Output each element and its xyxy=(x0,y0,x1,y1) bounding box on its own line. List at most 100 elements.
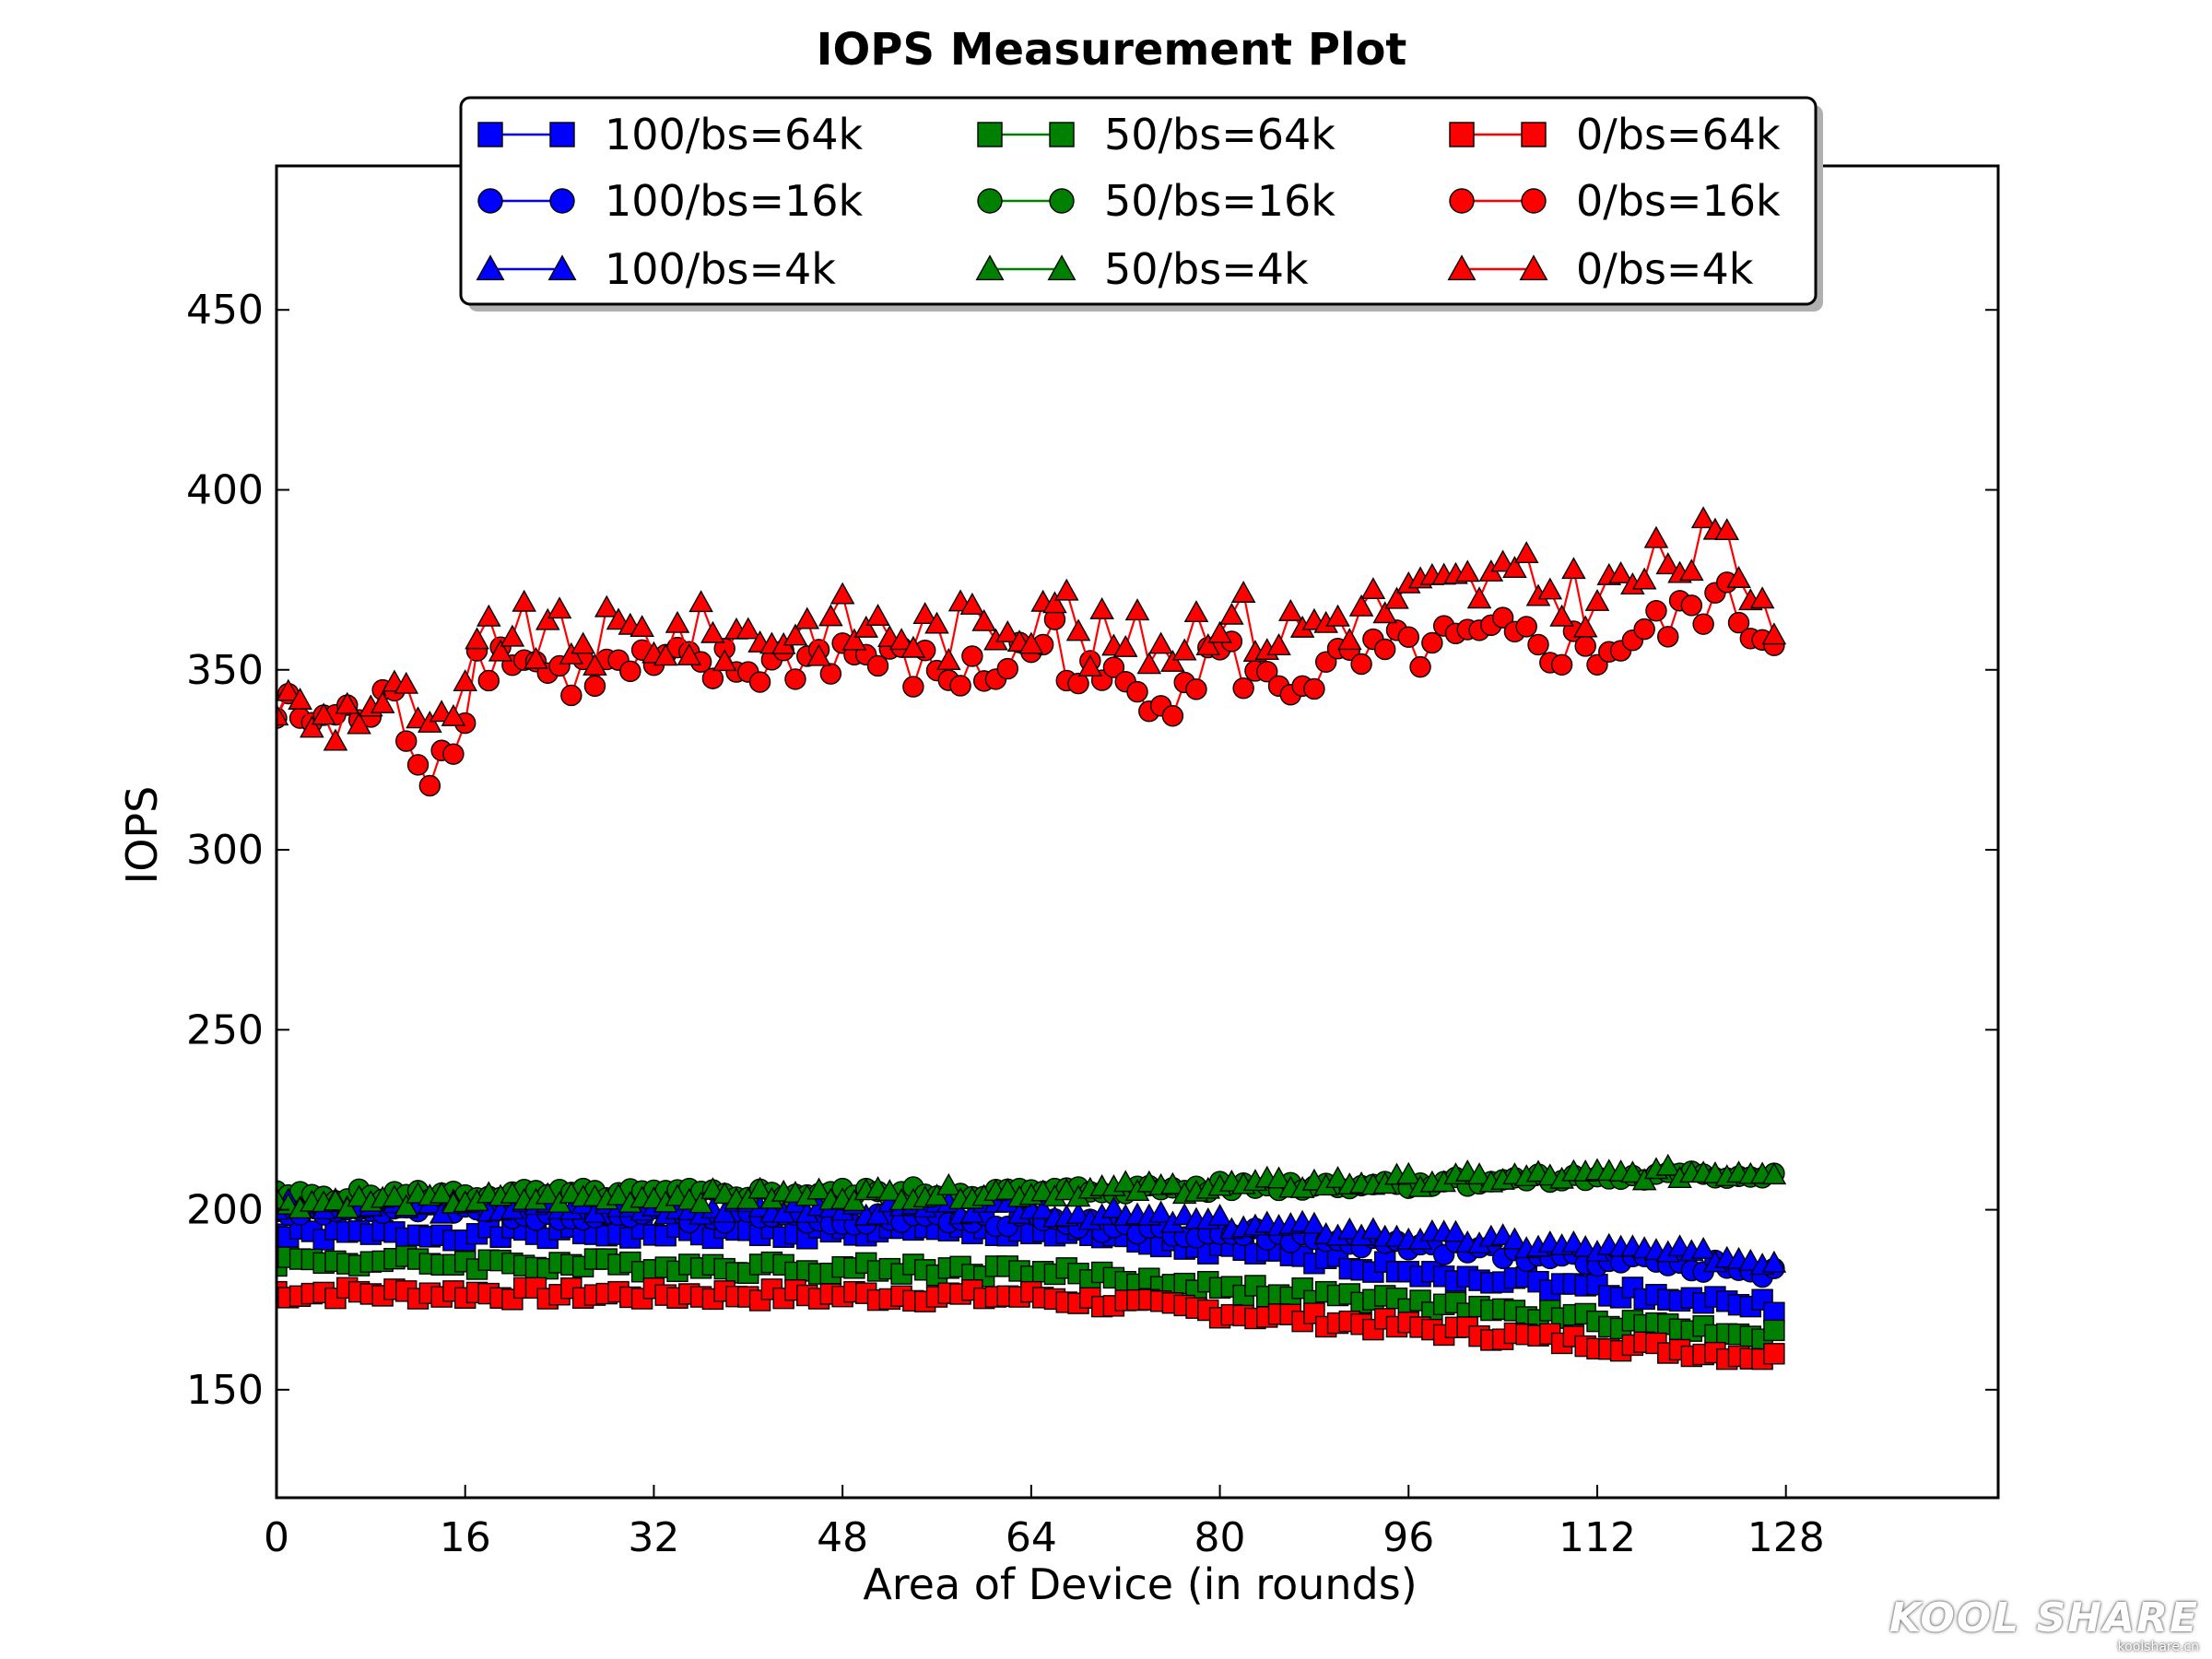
legend-entry: 100/bs=16k xyxy=(477,176,864,226)
data-point xyxy=(453,669,478,692)
data-point xyxy=(1266,633,1291,655)
data-point xyxy=(1645,600,1667,622)
data-point xyxy=(1136,652,1162,675)
data-point xyxy=(1631,1168,1657,1191)
data-point xyxy=(994,619,1020,642)
data-point xyxy=(1395,1161,1421,1184)
data-point xyxy=(1185,678,1207,700)
y-axis-label: IOPS xyxy=(117,786,167,885)
data-point xyxy=(665,610,690,633)
data-point xyxy=(1763,1343,1785,1365)
data-point xyxy=(1360,1217,1386,1240)
data-point xyxy=(1749,586,1775,609)
y-tick-label: 150 xyxy=(186,1367,264,1414)
legend-label: 50/bs=16k xyxy=(1104,176,1335,226)
data-point xyxy=(1337,628,1362,651)
data-point xyxy=(996,657,1018,680)
data-point xyxy=(594,594,619,618)
y-tick-label: 250 xyxy=(186,1006,264,1053)
legend-marker-start xyxy=(977,188,1003,214)
legend-entry: 100/bs=64k xyxy=(477,110,864,159)
data-point xyxy=(806,643,831,666)
data-point xyxy=(924,611,949,634)
data-point xyxy=(382,1184,407,1207)
data-point xyxy=(935,1172,961,1195)
legend-label: 0/bs=16k xyxy=(1576,176,1781,226)
data-point xyxy=(1348,594,1374,617)
data-point xyxy=(677,642,702,665)
data-point xyxy=(1502,556,1527,579)
legend-entry: 50/bs=64k xyxy=(977,110,1335,159)
data-point xyxy=(1454,559,1480,582)
data-point xyxy=(500,624,525,647)
data-point xyxy=(819,663,842,685)
data-point xyxy=(323,1188,348,1211)
data-point xyxy=(701,667,724,689)
data-point xyxy=(1690,1236,1716,1259)
data-point xyxy=(712,649,737,672)
data-point xyxy=(935,648,961,670)
data-point xyxy=(1148,631,1173,654)
data-point xyxy=(1655,1153,1681,1176)
data-point xyxy=(370,690,395,713)
axes: 0 16 32 48 64 80 96 112 128 150 200 250 300 350 400 450 xyxy=(186,164,2000,1561)
legend-marker-end xyxy=(1047,254,1077,281)
data-point xyxy=(1761,1250,1787,1273)
data-point xyxy=(441,703,466,726)
legend-marker-start xyxy=(1449,122,1475,147)
data-point xyxy=(488,639,513,662)
data-point xyxy=(1550,653,1573,676)
x-tick-label: 48 xyxy=(817,1514,868,1561)
data-point xyxy=(582,653,607,676)
data-point xyxy=(1102,656,1125,678)
data-point xyxy=(1620,1160,1645,1183)
data-point xyxy=(841,1189,867,1211)
data-point xyxy=(853,615,879,638)
data-point xyxy=(1301,1211,1327,1234)
data-point xyxy=(1161,705,1184,727)
data-point xyxy=(1527,633,1549,656)
legend-marker-end xyxy=(1521,188,1547,214)
data-point xyxy=(866,654,889,677)
legend-marker-end xyxy=(1519,254,1548,281)
data-point xyxy=(477,604,501,627)
data-point xyxy=(1655,552,1681,575)
data-point xyxy=(949,675,971,697)
data-point xyxy=(1053,1178,1079,1201)
data-point xyxy=(830,582,855,605)
data-point xyxy=(347,712,371,735)
data-point xyxy=(806,1177,831,1200)
data-point xyxy=(888,628,914,651)
data-point xyxy=(784,668,806,690)
legend-marker-end xyxy=(547,254,577,281)
legend-entry: 0/bs=4k xyxy=(1447,244,1754,294)
data-point xyxy=(583,675,606,698)
watermark-logo-text: KOOL SHARE xyxy=(1889,1594,2199,1641)
data-point xyxy=(629,615,654,638)
data-point xyxy=(865,1202,890,1225)
x-tick-label: 128 xyxy=(1747,1514,1825,1561)
legend-marker-end xyxy=(1049,122,1075,147)
legend-marker-end xyxy=(1521,122,1547,147)
data-point xyxy=(1384,586,1409,609)
data-point xyxy=(1266,1166,1291,1189)
data-point xyxy=(512,589,536,612)
data-point xyxy=(1183,600,1209,623)
data-point xyxy=(1160,650,1185,672)
y-tick-label: 450 xyxy=(186,287,264,334)
data-point xyxy=(300,715,324,738)
data-point xyxy=(712,1200,737,1223)
data-point xyxy=(1042,591,1067,614)
data-point xyxy=(1502,1227,1527,1250)
data-point xyxy=(1490,549,1515,572)
x-tick-label: 16 xyxy=(440,1514,491,1561)
data-point xyxy=(571,631,595,654)
data-point xyxy=(535,607,560,630)
data-point xyxy=(865,604,890,626)
data-point xyxy=(1325,1166,1350,1188)
data-point xyxy=(547,596,572,619)
legend-label: 50/bs=64k xyxy=(1104,110,1335,159)
legend-marker-end xyxy=(1049,188,1075,214)
data-point xyxy=(782,623,808,646)
